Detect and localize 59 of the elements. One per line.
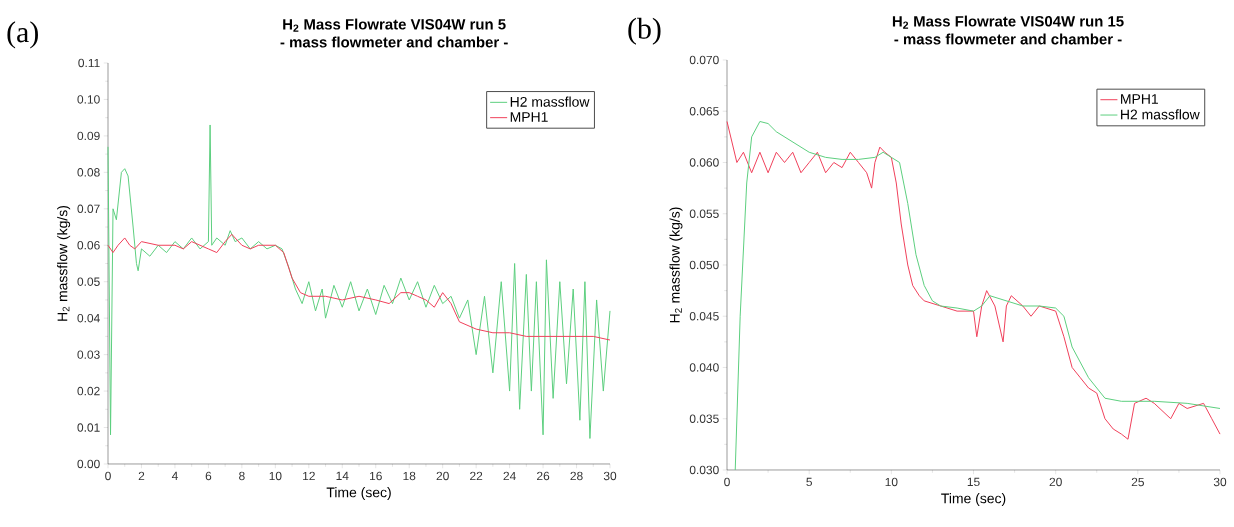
x-tick-label: 5 bbox=[806, 477, 812, 487]
chart-subtitle: - mass flowmeter and chamber - bbox=[280, 36, 508, 48]
x-tick-label: 10 bbox=[885, 477, 898, 487]
legend-label: H2 massflow bbox=[1121, 109, 1200, 120]
chart-title: H$_{2}$ Mass Flowrate VIS04W run 5 bbox=[283, 18, 506, 32]
x-tick-label: 12 bbox=[303, 471, 315, 481]
legend-label: MPH1 bbox=[1121, 94, 1158, 104]
x-tick-label: 4 bbox=[171, 471, 178, 480]
x-tick-label: 10 bbox=[269, 471, 282, 481]
y-tick-label: 0.02 bbox=[77, 386, 100, 396]
x-tick-label: 0 bbox=[724, 477, 730, 487]
x-tick-label: 15 bbox=[967, 477, 980, 487]
y-tick-label: 0.045 bbox=[689, 312, 719, 321]
x-tick-label: 16 bbox=[370, 471, 382, 481]
legend-label: MPH1 bbox=[510, 112, 548, 122]
x-axis-title: Time (sec) bbox=[941, 493, 1006, 507]
x-tick-label: 24 bbox=[503, 471, 516, 481]
y-tick-label: 0.10 bbox=[77, 95, 100, 104]
x-tick-label: 8 bbox=[239, 471, 245, 481]
y-tick-label: 0.08 bbox=[77, 168, 100, 177]
chart-title: H$_{2}$ Mass Flowrate VIS04W run 15 bbox=[892, 15, 1124, 29]
text: (a) bbox=[7, 21, 38, 49]
y-tick-label: 0.05 bbox=[77, 277, 100, 286]
y-tick-label: 0.11 bbox=[78, 58, 100, 68]
y-tick-label: 0.06 bbox=[77, 241, 100, 250]
y-tick-label: 0.040 bbox=[689, 363, 719, 372]
x-tick-label: 30 bbox=[603, 471, 617, 481]
y-tick-label: 0.00 bbox=[77, 459, 100, 469]
text: (b) bbox=[628, 17, 661, 45]
y-tick-label: 0.070 bbox=[689, 55, 719, 65]
x-tick-label: 25 bbox=[1131, 477, 1144, 487]
x-tick-label: 2 bbox=[138, 471, 145, 481]
y-axis-title: H$_{2}$ massflow (kg/s) bbox=[57, 205, 71, 321]
x-tick-label: 30 bbox=[1213, 477, 1227, 487]
legend-label: H2 massflow bbox=[510, 96, 590, 107]
chart-subtitle: - mass flowmeter and chamber - bbox=[894, 33, 1122, 45]
y-axis-title: H$_{2}$ massflow (kg/s) bbox=[669, 207, 683, 323]
x-tick-label: 22 bbox=[470, 471, 483, 481]
x-tick-label: 28 bbox=[570, 471, 583, 481]
x-tick-label: 20 bbox=[436, 471, 449, 481]
x-tick-label: 18 bbox=[403, 471, 416, 481]
x-tick-label: 6 bbox=[205, 471, 212, 481]
y-tick-label: 0.060 bbox=[689, 158, 719, 167]
y-tick-label: 0.050 bbox=[689, 260, 719, 270]
y-tick-label: 0.09 bbox=[77, 131, 100, 141]
y-tick-label: 0.07 bbox=[77, 204, 100, 214]
y-tick-label: 0.035 bbox=[689, 414, 719, 423]
x-tick-label: 20 bbox=[1049, 477, 1062, 487]
y-tick-label: 0.03 bbox=[77, 350, 100, 359]
x-tick-label: 0 bbox=[105, 471, 111, 481]
y-tick-label: 0.030 bbox=[689, 465, 719, 475]
y-tick-label: 0.065 bbox=[689, 107, 719, 116]
y-tick-label: 0.04 bbox=[77, 313, 100, 323]
x-tick-label: 14 bbox=[336, 471, 349, 480]
x-axis-title: Time (sec) bbox=[326, 487, 391, 501]
line-series bbox=[107, 124, 611, 439]
y-tick-label: 0.055 bbox=[689, 209, 719, 218]
x-tick-label: 26 bbox=[537, 471, 550, 481]
y-tick-label: 0.01 bbox=[77, 423, 100, 432]
